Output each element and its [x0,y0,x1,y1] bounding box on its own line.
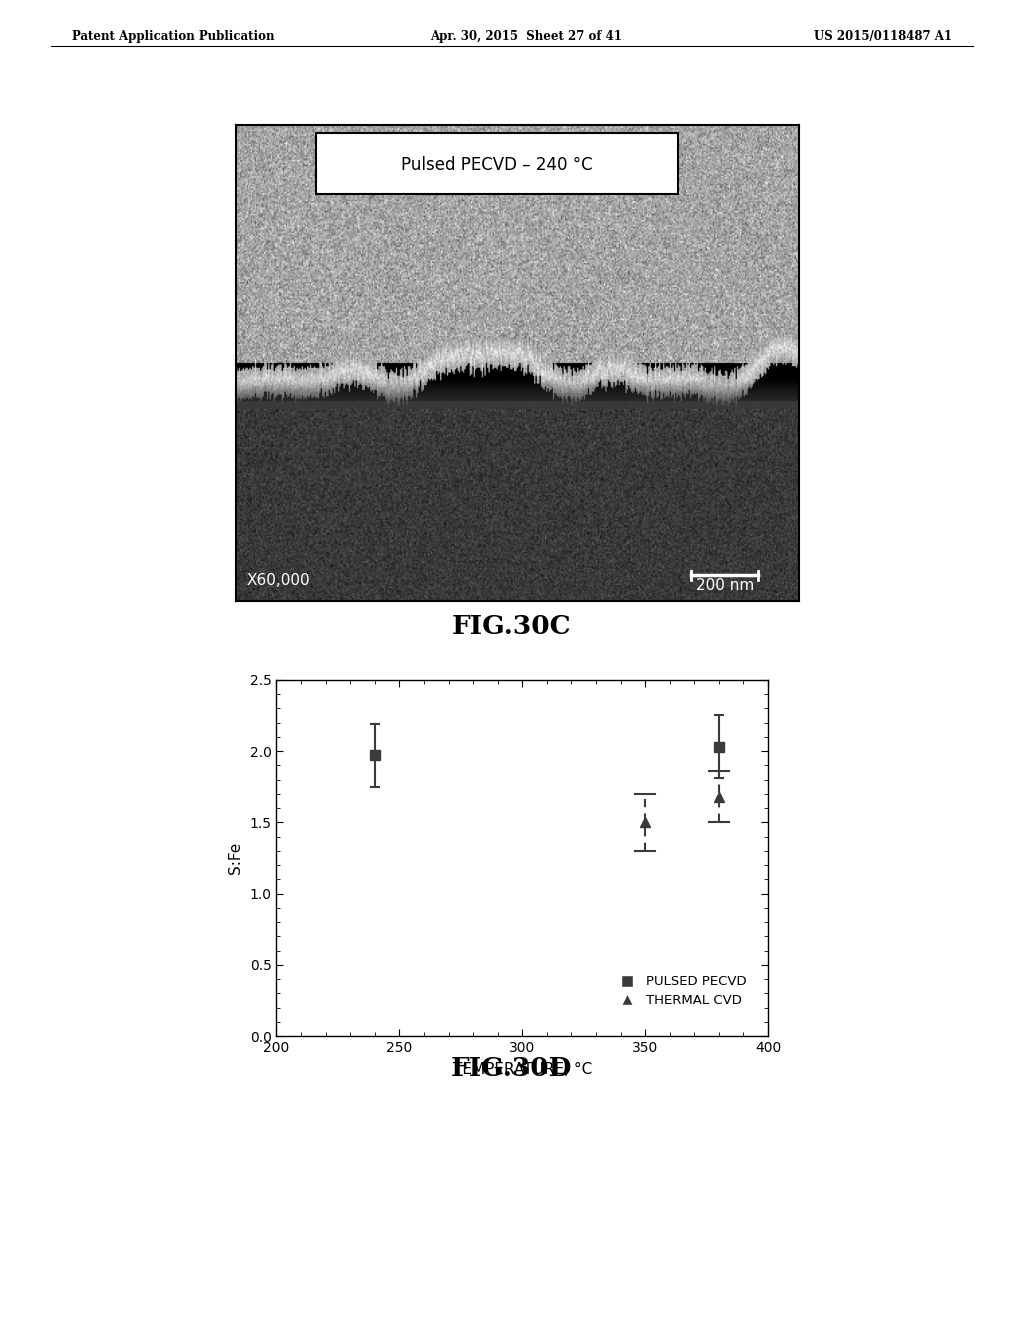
Text: Apr. 30, 2015  Sheet 27 of 41: Apr. 30, 2015 Sheet 27 of 41 [430,30,622,44]
Legend: PULSED PECVD, THERMAL CVD: PULSED PECVD, THERMAL CVD [608,970,752,1012]
Text: US 2015/0118487 A1: US 2015/0118487 A1 [814,30,952,44]
X-axis label: TEMPERATURE, °C: TEMPERATURE, °C [453,1063,592,1077]
Bar [316,133,678,194]
Text: Pulsed PECVD – 240 °C: Pulsed PECVD – 240 °C [401,156,593,174]
Text: 200 nm: 200 nm [696,578,754,593]
Text: FIG.30C: FIG.30C [453,614,571,639]
Text: FIG.30D: FIG.30D [452,1056,572,1081]
Y-axis label: S:Fe: S:Fe [227,842,243,874]
Text: X60,000: X60,000 [246,573,310,587]
Text: Patent Application Publication: Patent Application Publication [72,30,274,44]
